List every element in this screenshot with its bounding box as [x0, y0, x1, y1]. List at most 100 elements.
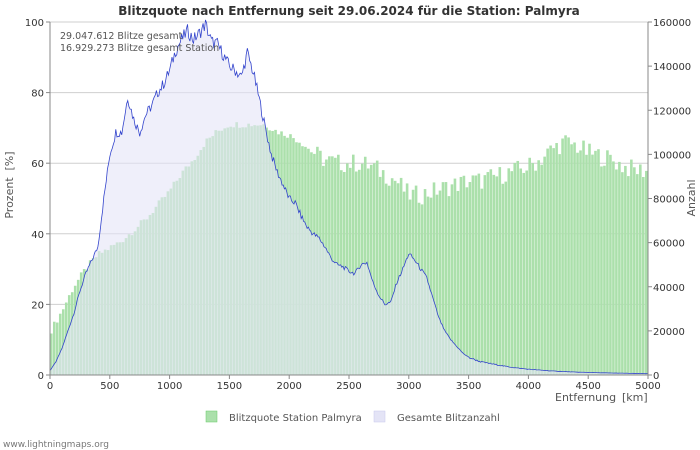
y-left-tick-label-80: 80 — [31, 89, 44, 100]
bar-3600km — [480, 188, 484, 375]
bar-4125km — [543, 156, 546, 375]
bar-2675km — [369, 164, 373, 375]
bar-2775km — [381, 170, 385, 375]
bar-3225km — [435, 194, 439, 375]
bar-4250km — [558, 154, 561, 375]
legend-label-station-rate: Blitzquote Station Palmyra — [229, 413, 362, 424]
annotation-total-strikes: 29.047.612 Blitze gesamt — [60, 31, 183, 42]
bar-4500km — [588, 143, 591, 375]
bar-4600km — [600, 166, 603, 375]
bar-3700km — [492, 174, 496, 375]
bar-3650km — [486, 172, 490, 375]
bar-4150km — [546, 148, 549, 375]
bar-3200km — [432, 182, 436, 375]
bar-2825km — [387, 185, 391, 375]
bar-4425km — [579, 150, 582, 375]
area-fill-total-strikes — [50, 19, 648, 375]
area-series-layer — [49, 19, 649, 375]
bar-4675km — [609, 154, 612, 375]
bar-4525km — [591, 154, 594, 375]
bar-3875km — [513, 162, 517, 375]
bar-3950km — [522, 172, 526, 375]
y-left-tick-label-20: 20 — [31, 300, 44, 311]
bar-4175km — [549, 145, 552, 375]
bar-4900km — [636, 174, 639, 375]
y-left-axis-label: Prozent — [3, 177, 16, 219]
bar-4950km — [642, 177, 645, 375]
y-left-tick-label-60: 60 — [31, 159, 44, 170]
bar-3675km — [489, 169, 493, 375]
bar-2800km — [384, 183, 388, 375]
y-right-tick-label-20000: 20000 — [653, 327, 685, 338]
bar-4225km — [555, 143, 558, 375]
legend-swatch-station-rate — [205, 410, 218, 423]
bar-3775km — [501, 183, 505, 375]
y-left-unit-group: [%] — [3, 151, 16, 170]
bar-25km — [52, 321, 56, 375]
bar-3275km — [441, 182, 445, 375]
bar-3425km — [459, 176, 463, 375]
bar-4550km — [594, 150, 597, 375]
bar-0km — [50, 333, 53, 375]
bar-2725km — [375, 160, 379, 375]
bar-100km — [61, 309, 65, 375]
x-tick-label-4000: 4000 — [516, 381, 541, 392]
axis-layer — [46, 21, 652, 379]
bar-4000km — [528, 157, 531, 375]
y-left-axis-unit: [%] — [3, 151, 16, 170]
x-axis-label: Entfernung — [555, 391, 616, 404]
bar-3625km — [483, 175, 487, 375]
x-tick-label-500: 500 — [100, 381, 119, 392]
bar-4875km — [633, 167, 636, 375]
bar-3250km — [438, 190, 442, 375]
bar-4350km — [570, 144, 573, 375]
y-right-tick-label-40000: 40000 — [653, 283, 685, 294]
y-left-tick-label-40: 40 — [31, 230, 44, 241]
x-tick-label-2000: 2000 — [276, 381, 301, 392]
bar-3850km — [510, 171, 514, 375]
bar-4475km — [585, 154, 588, 375]
x-tick-label-2500: 2500 — [336, 381, 361, 392]
x-tick-label-1000: 1000 — [157, 381, 182, 392]
y-right-tick-label-60000: 60000 — [653, 239, 685, 250]
y-right-tick-label-80000: 80000 — [653, 195, 685, 206]
bar-3825km — [507, 168, 511, 375]
bar-3725km — [495, 176, 499, 375]
x-tick-label-1500: 1500 — [217, 381, 242, 392]
y-right-tick-label-160000: 160000 — [653, 18, 691, 29]
bar-3925km — [519, 168, 523, 375]
bar-2500km — [349, 167, 352, 375]
bar-2850km — [390, 178, 394, 375]
bar-4400km — [576, 152, 579, 375]
footer-watermark: www.lightningmaps.org — [3, 440, 109, 450]
tick-label-layer: 0 500 1000 1500 2000 2500 3000 3500 4000 4500 5000… — [25, 18, 691, 392]
bar-4050km — [534, 170, 537, 375]
bar-4925km — [639, 164, 642, 375]
bar-4625km — [603, 165, 606, 375]
x-tick-label-5000: 5000 — [635, 381, 660, 392]
bar-3750km — [498, 167, 502, 375]
bar-4975km — [645, 170, 648, 375]
bar-4325km — [567, 137, 570, 375]
y-right-tick-label-0: 0 — [653, 371, 659, 382]
bar-4775km — [621, 172, 624, 375]
bar-4700km — [612, 161, 615, 375]
bar-3525km — [471, 175, 475, 375]
x-axis-unit: [km] — [622, 391, 648, 404]
bar-3900km — [516, 160, 520, 375]
bar-4850km — [630, 159, 633, 375]
legend-label-total-strikes: Gesamte Blitzanzahl — [397, 413, 500, 424]
bar-4450km — [582, 140, 585, 375]
legend-swatch-total-strikes — [373, 410, 386, 423]
y-right-tick-label-140000: 140000 — [653, 62, 691, 73]
bar-3500km — [468, 182, 472, 375]
bar-3350km — [450, 184, 454, 375]
bar-4075km — [537, 160, 540, 375]
bar-3300km — [444, 182, 448, 375]
y-left-tick-label-0: 0 — [38, 371, 44, 382]
bar-2525km — [351, 154, 355, 375]
bar-2750km — [378, 176, 382, 375]
y-right-label-group: Anzahl — [685, 179, 698, 216]
